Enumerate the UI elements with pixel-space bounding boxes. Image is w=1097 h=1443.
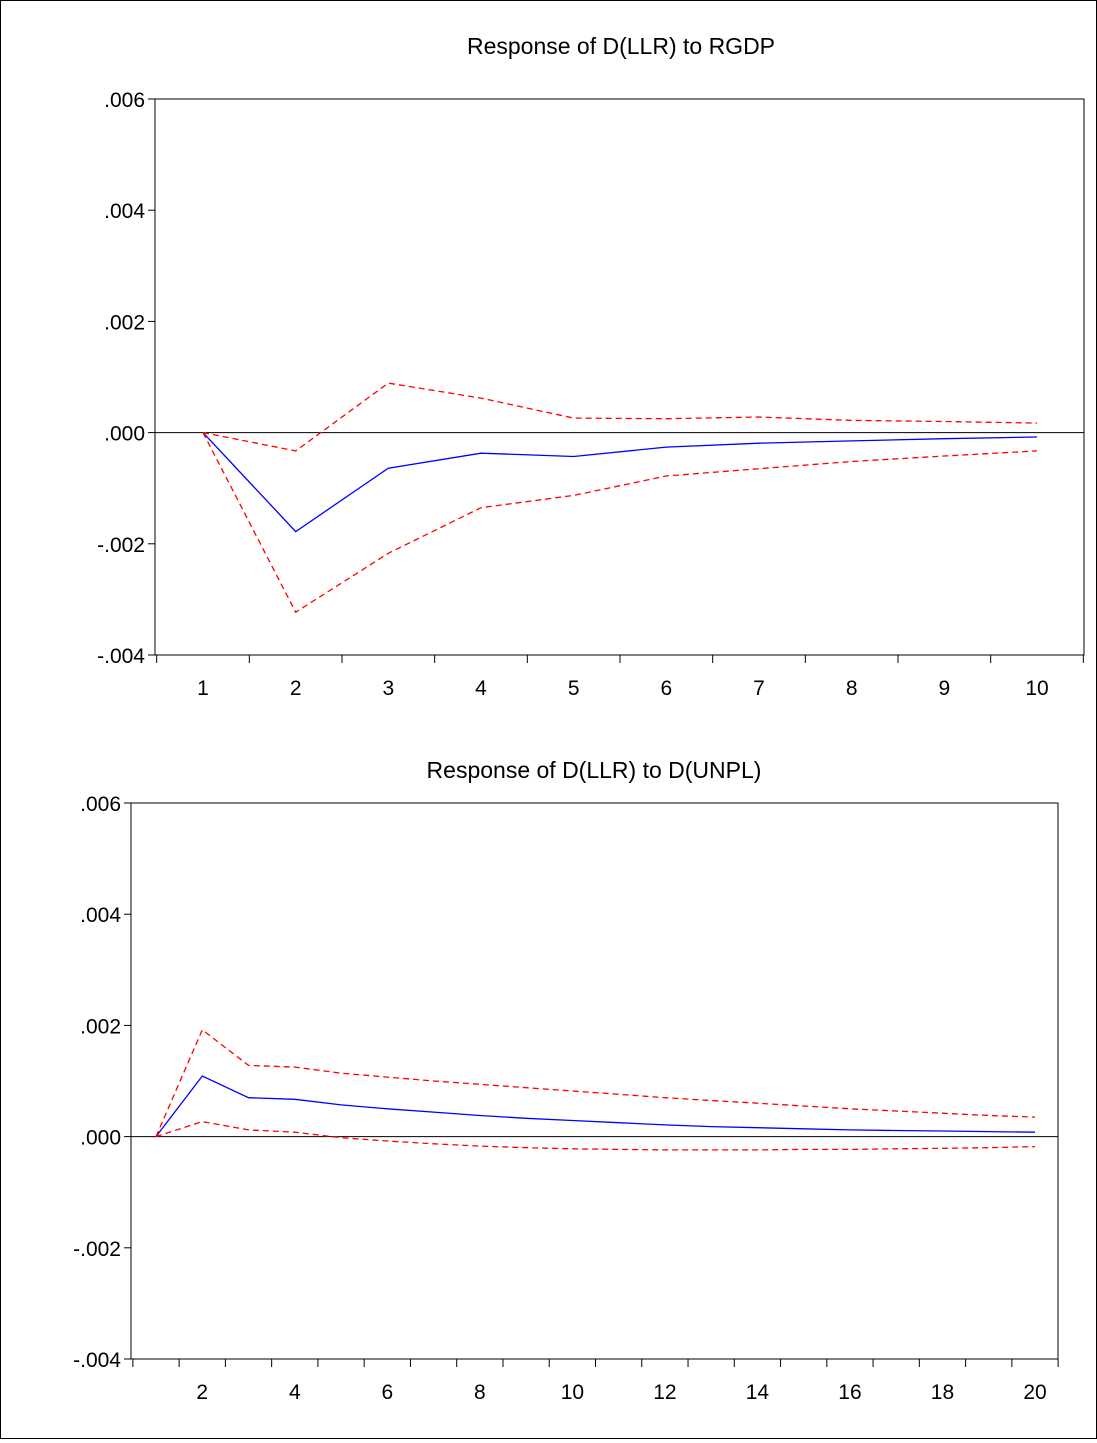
x-tick-label: 8 <box>846 677 858 700</box>
y-tick-label: .000 <box>104 423 145 446</box>
x-tick-label: 8 <box>474 1381 486 1404</box>
y-tick-label: -.004 <box>97 645 145 668</box>
y-tick-label: .000 <box>80 1127 121 1150</box>
x-tick-label: 16 <box>838 1381 861 1404</box>
y-tick-label: .006 <box>104 89 145 112</box>
x-tick-label: 6 <box>660 677 672 700</box>
x-tick-label: 4 <box>289 1381 301 1404</box>
response-line <box>155 1075 1036 1137</box>
x-tick-label: 2 <box>196 1381 208 1404</box>
lower-band-line <box>155 1120 1036 1151</box>
x-tick-label: 6 <box>381 1381 393 1404</box>
chart-title: Response of D(LLR) to D(UNPL) <box>427 757 762 783</box>
x-tick-label: 1 <box>197 677 209 700</box>
x-tick-label: 7 <box>753 677 765 700</box>
lower-band-line <box>202 432 1038 614</box>
y-tick-label: -.004 <box>73 1349 121 1372</box>
x-tick-label: 12 <box>653 1381 676 1404</box>
y-tick-label: -.002 <box>73 1238 121 1261</box>
x-tick-label: 5 <box>568 677 580 700</box>
x-tick-label: 9 <box>938 677 950 700</box>
chart-response-to-rgdp: Response of D(LLR) to RGDP .006 .004 .002.… <box>97 33 1085 700</box>
x-tick-label: 3 <box>382 677 394 700</box>
x-tick-label: 18 <box>931 1381 954 1404</box>
y-tick-label: .002 <box>80 1015 121 1038</box>
upper-band-line <box>202 382 1038 452</box>
plot-area <box>130 802 1059 1360</box>
chart-response-to-d-unpl: Response of D(LLR) to D(UNPL) .006 .004 .0… <box>73 757 1059 1404</box>
x-tick-label: 10 <box>561 1381 584 1404</box>
x-tick-label: 20 <box>1023 1381 1046 1404</box>
plot-area <box>154 98 1085 656</box>
x-tick-label: 10 <box>1025 677 1048 700</box>
x-tick-label: 2 <box>290 677 302 700</box>
y-tick-label: .006 <box>80 793 121 816</box>
y-tick-label: .002 <box>104 311 145 334</box>
chart-title: Response of D(LLR) to RGDP <box>467 33 775 59</box>
y-tick-label: .004 <box>80 904 121 927</box>
y-tick-label: .004 <box>104 200 145 223</box>
x-tick-label: 4 <box>475 677 487 700</box>
y-tick-label: -.002 <box>97 534 145 557</box>
x-tick-label: 14 <box>746 1381 770 1404</box>
response-line <box>202 432 1038 533</box>
upper-band-line <box>155 1028 1036 1137</box>
